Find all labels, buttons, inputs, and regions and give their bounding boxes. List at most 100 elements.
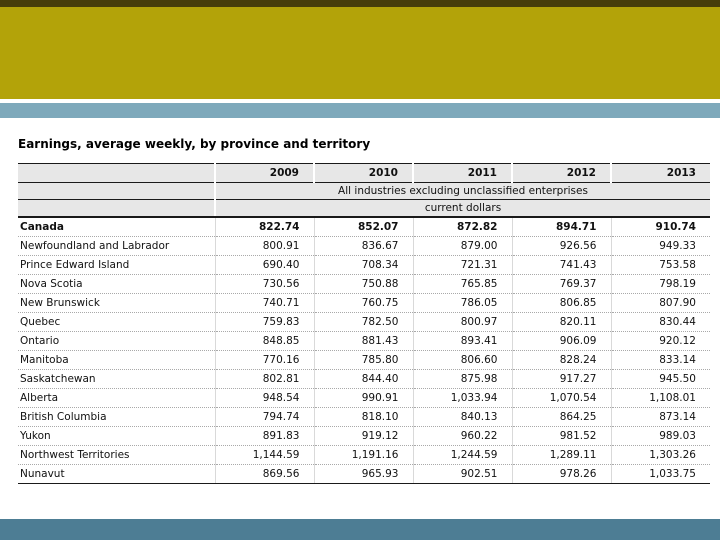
row-label: Manitoba: [18, 350, 215, 370]
value-cell: 1,191.16: [313, 445, 413, 465]
value-cell: 917.27: [511, 369, 611, 389]
table-header: 2009 2010 2011 2012 2013 All industries …: [18, 163, 710, 218]
earnings-table: 2009 2010 2011 2012 2013 All industries …: [18, 163, 710, 484]
year-header: 2013: [610, 163, 710, 183]
value-cell: 820.11: [511, 312, 611, 332]
value-cell: 990.91: [313, 388, 413, 408]
value-cell: 960.22: [412, 426, 512, 446]
value-cell: 786.05: [412, 293, 512, 313]
table-row: British Columbia 794.74 818.10 840.13 864.25…: [18, 407, 710, 427]
table-row: Northwest Territories 1,144.59 1,191.16 1,2…: [18, 445, 710, 465]
value-cell: 852.07: [313, 217, 413, 237]
value-cell: 800.97: [412, 312, 512, 332]
empty-corner-cell: [18, 199, 215, 218]
value-cell: 830.44: [610, 312, 710, 332]
value-cell: 806.85: [511, 293, 611, 313]
value-cell: 708.34: [313, 255, 413, 275]
unit-note-row: current dollars: [18, 199, 710, 218]
value-cell: 1,070.54: [511, 388, 611, 408]
value-cell: 978.26: [511, 464, 611, 484]
value-cell: 1,033.94: [412, 388, 512, 408]
table-row: Canada 822.74 852.07 872.82 894.71 910.74: [18, 217, 710, 237]
table-row: Manitoba 770.16 785.80 806.60 828.24 833.14: [18, 350, 710, 370]
earnings-table-body: Canada 822.74 852.07 872.82 894.71 910.74 Newf…: [18, 217, 710, 484]
footer-bar: [0, 519, 720, 540]
value-cell: 794.74: [214, 407, 314, 427]
value-cell: 1,303.26: [610, 445, 710, 465]
value-cell: 948.54: [214, 388, 314, 408]
table-row: Alberta 948.54 990.91 1,033.94 1,070.54 1,108…: [18, 388, 710, 408]
table-row: Prince Edward Island 690.40 708.34 721.31 74…: [18, 255, 710, 275]
table-row: Newfoundland and Labrador 800.91 836.67 879…: [18, 236, 710, 256]
value-cell: 730.56: [214, 274, 314, 294]
table-title: Earnings, average weekly, by province an…: [18, 137, 371, 151]
value-cell: 785.80: [313, 350, 413, 370]
unit-note: current dollars: [214, 199, 710, 218]
value-cell: 902.51: [412, 464, 512, 484]
value-cell: 949.33: [610, 236, 710, 256]
value-cell: 740.71: [214, 293, 314, 313]
value-cell: 690.40: [214, 255, 314, 275]
value-cell: 864.25: [511, 407, 611, 427]
value-cell: 1,244.59: [412, 445, 512, 465]
value-cell: 981.52: [511, 426, 611, 446]
row-label: Saskatchewan: [18, 369, 215, 389]
table-row: Yukon 891.83 919.12 960.22 981.52 989.03: [18, 426, 710, 446]
value-cell: 798.19: [610, 274, 710, 294]
value-cell: 894.71: [511, 217, 611, 237]
empty-corner-cell: [18, 182, 215, 200]
value-cell: 750.88: [313, 274, 413, 294]
value-cell: 818.10: [313, 407, 413, 427]
year-header: 2010: [313, 163, 413, 183]
value-cell: 721.31: [412, 255, 512, 275]
value-cell: 926.56: [511, 236, 611, 256]
value-cell: 759.83: [214, 312, 314, 332]
year-header-row: 2009 2010 2011 2012 2013: [18, 163, 710, 183]
row-label: Prince Edward Island: [18, 255, 215, 275]
value-cell: 822.74: [214, 217, 314, 237]
table-row: Saskatchewan 802.81 844.40 875.98 917.27 945.…: [18, 369, 710, 389]
value-cell: 893.41: [412, 331, 512, 351]
value-cell: 806.60: [412, 350, 512, 370]
value-cell: 919.12: [313, 426, 413, 446]
year-header: 2009: [214, 163, 314, 183]
value-cell: 1,033.75: [610, 464, 710, 484]
table-row: Quebec 759.83 782.50 800.97 820.11 830.44: [18, 312, 710, 332]
row-label: Yukon: [18, 426, 215, 446]
value-cell: 906.09: [511, 331, 611, 351]
value-cell: 875.98: [412, 369, 512, 389]
row-label: Ontario: [18, 331, 215, 351]
table-row: New Brunswick 740.71 760.75 786.05 806.85 807…: [18, 293, 710, 313]
row-label: Northwest Territories: [18, 445, 215, 465]
value-cell: 910.74: [610, 217, 710, 237]
value-cell: 753.58: [610, 255, 710, 275]
row-label: New Brunswick: [18, 293, 215, 313]
row-label: Nunavut: [18, 464, 215, 484]
value-cell: 965.93: [313, 464, 413, 484]
row-label: Canada: [18, 217, 215, 237]
year-header: 2011: [412, 163, 512, 183]
value-cell: 873.14: [610, 407, 710, 427]
value-cell: 881.43: [313, 331, 413, 351]
value-cell: 920.12: [610, 331, 710, 351]
row-label: Nova Scotia: [18, 274, 215, 294]
value-cell: 769.37: [511, 274, 611, 294]
value-cell: 872.82: [412, 217, 512, 237]
table-row: Ontario 848.85 881.43 893.41 906.09 920.12: [18, 331, 710, 351]
value-cell: 848.85: [214, 331, 314, 351]
top-accent-strip: [0, 0, 720, 7]
value-cell: 741.43: [511, 255, 611, 275]
value-cell: 760.75: [313, 293, 413, 313]
value-cell: 828.24: [511, 350, 611, 370]
value-cell: 782.50: [313, 312, 413, 332]
value-cell: 1,144.59: [214, 445, 314, 465]
industry-note: All industries excluding unclassified en…: [214, 182, 710, 200]
row-label: Newfoundland and Labrador: [18, 236, 215, 256]
value-cell: 833.14: [610, 350, 710, 370]
value-cell: 989.03: [610, 426, 710, 446]
value-cell: 770.16: [214, 350, 314, 370]
header-band: [0, 7, 720, 99]
accent-bar: [0, 103, 720, 118]
value-cell: 945.50: [610, 369, 710, 389]
